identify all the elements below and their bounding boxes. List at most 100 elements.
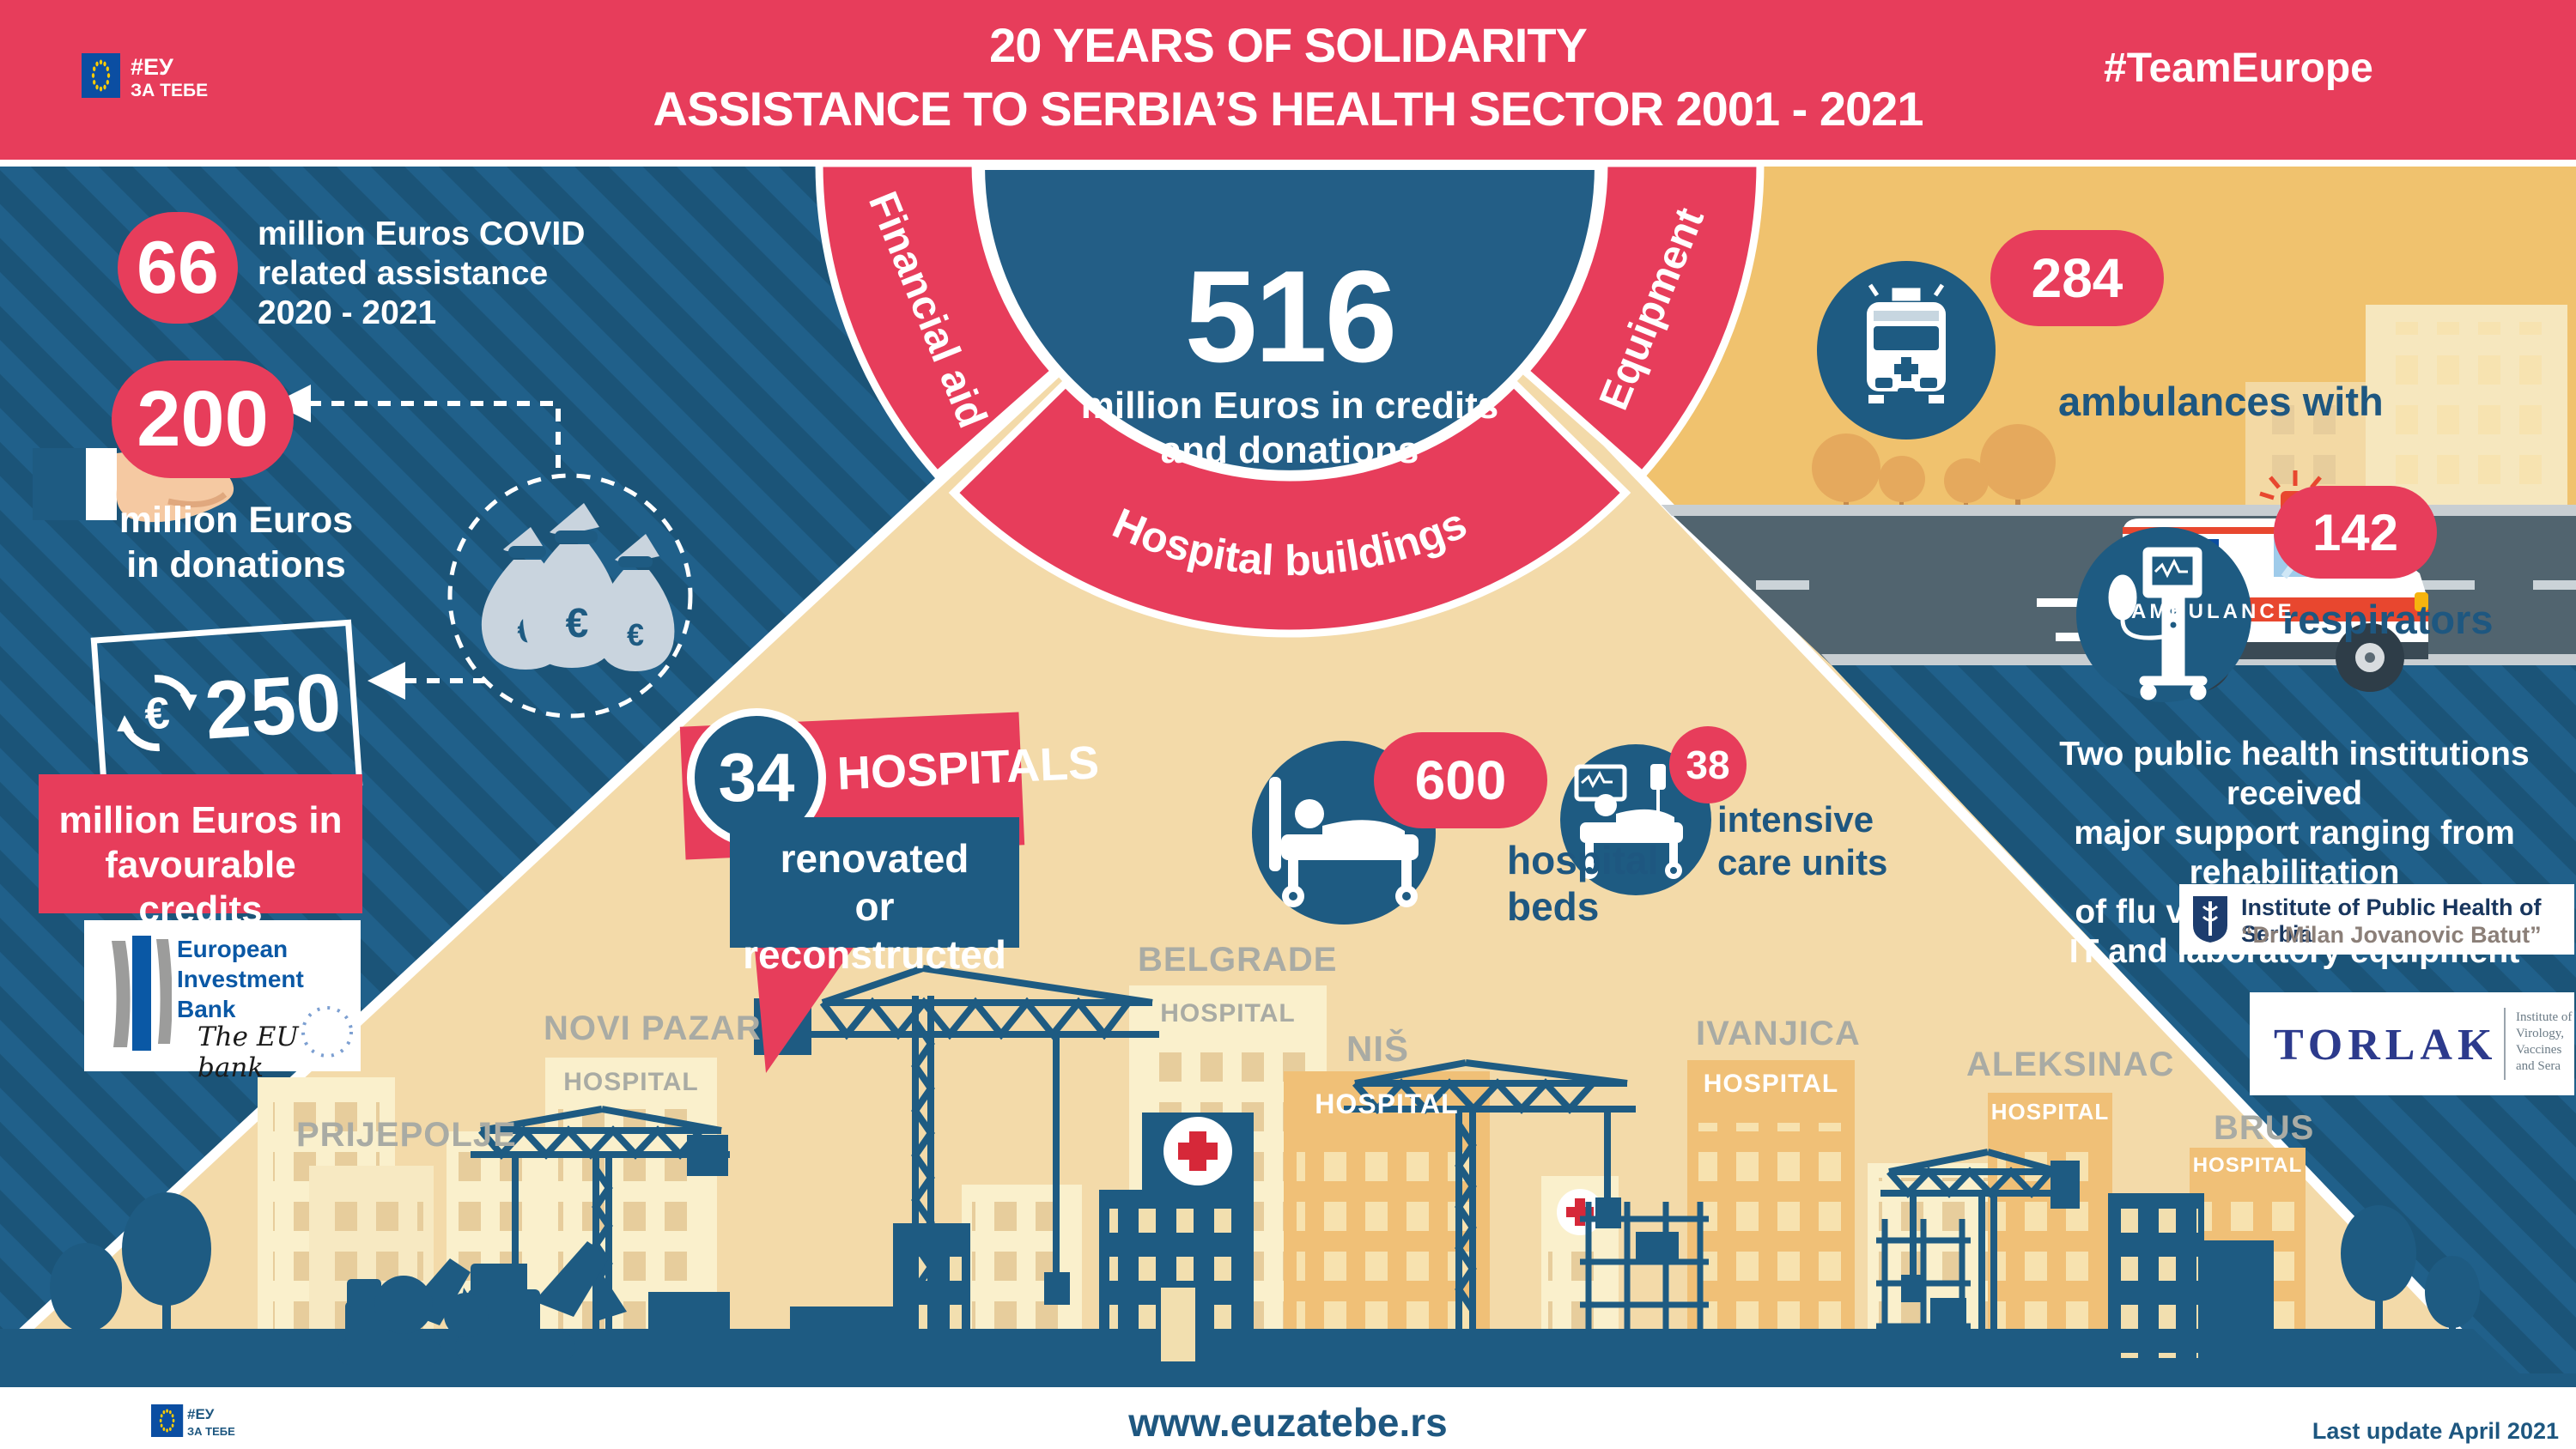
city-label-belgrade: BELGRADE	[1138, 941, 1338, 979]
building-label-brus: HOSPITAL	[2192, 1154, 2303, 1177]
beds-label-line1: hospital	[1507, 838, 1659, 882]
ring-center-dome	[975, 161, 1604, 479]
icu-label: intensive care units	[1717, 798, 1887, 884]
yellow-trees	[1812, 424, 2056, 515]
total-caption-line2: and donations	[1160, 429, 1419, 471]
banner-title-line1: 20 YEARS OF SOLIDARITY	[989, 18, 1588, 72]
credits-band: million Euros in favourable credits	[39, 774, 362, 931]
eib-logo-box: European Investment Bank The EU bank	[84, 920, 361, 1083]
city-label-aleksinac: ALEKSINAC	[1966, 1046, 2175, 1083]
scaffold-block	[1636, 1232, 1679, 1264]
scaffold-block2	[1930, 1298, 1966, 1327]
donations-label: million Euros in donations	[94, 498, 378, 587]
hospitals-label: HOSPITALS	[835, 737, 1101, 800]
team-europe-hashtag: #TeamEurope	[2104, 45, 2373, 91]
credits-box: € 250	[90, 619, 363, 804]
total-caption-line1: million Euros in credits	[1080, 385, 1499, 427]
donations-value-pill: 200	[112, 361, 294, 478]
eu-logo-tagline: ЗА ТЕБЕ	[131, 81, 209, 100]
covid-label: million Euros COVID related assistance 2…	[258, 215, 585, 333]
banner-title-line2: ASSISTANCE TO SERBIA’S HEALTH SECTOR 200…	[653, 82, 1924, 136]
red-cross-icon	[1178, 1131, 1218, 1171]
dark-trees	[50, 1192, 2480, 1367]
icu-label-line2: care units	[1717, 842, 1888, 882]
arrow-head-credits	[368, 662, 405, 700]
svg-text:€: €	[627, 617, 644, 652]
torlak-desc-line3: Vaccines	[2516, 1043, 2562, 1057]
torlak-desc-line4: and Sera	[2516, 1059, 2561, 1073]
ambulances-icon-group	[1817, 261, 1996, 440]
building-label-nis: HOSPITAL	[1315, 1088, 1459, 1119]
building-label-aleksinac: HOSPITAL	[1990, 1099, 2110, 1125]
torlak-desc-line1: Institute of	[2516, 1010, 2573, 1024]
euro-cycle-icon: €	[117, 675, 197, 752]
footer-eu-tagline: ЗА ТЕБЕ	[187, 1425, 235, 1438]
total-value: 516	[1184, 244, 1398, 390]
batut-shield-icon	[2193, 896, 2227, 943]
svg-text:€: €	[143, 688, 172, 740]
credits-band-line2: favourable credits	[105, 844, 296, 931]
covid-value-pill: 66	[118, 212, 238, 324]
torlak-desc: Institute of Virology, Vaccines and Sera	[2516, 1009, 2572, 1075]
eib-name-line1: European	[177, 936, 289, 962]
money-bags-dashed-circle	[447, 473, 693, 718]
footer-bar	[0, 1387, 2576, 1449]
donations-label-line1: million Euros	[118, 500, 354, 541]
credits-band-line1: million Euros in	[58, 799, 343, 841]
city-label-brus: BRUS	[2214, 1109, 2315, 1147]
eib-stars-icon	[301, 1006, 353, 1058]
beds-label: hospital beds	[1507, 837, 1658, 930]
credits-value: 250	[202, 656, 344, 757]
money-bags-icon: € € €	[481, 503, 675, 671]
respirators-label: respirators	[2282, 597, 2494, 642]
covid-label-line3: 2020 - 2021	[258, 294, 437, 331]
ambulances-value-pill: 284	[1990, 230, 2164, 326]
eu-flag-banner	[82, 53, 120, 98]
ambulances-label: ambulances with	[2058, 379, 2384, 424]
beds-value-pill: 600	[1374, 732, 1547, 828]
respirator-icon	[2108, 547, 2208, 700]
institutions-line2: major support ranging from rehabilitatio…	[2074, 815, 2515, 891]
covid-label-line2: related assistance	[258, 255, 549, 292]
respirators-icon-group	[2076, 527, 2251, 702]
batut-name: Institute of Public Health of Serbia	[2241, 894, 2542, 947]
torlak-desc-line2: Virology,	[2516, 1027, 2565, 1040]
ambulance-front-icon	[1867, 283, 1946, 403]
respirators-value-pill: 142	[2274, 486, 2437, 579]
ring-chart: Hospital buildings	[815, 159, 1765, 638]
left-blue-region	[0, 163, 1282, 1386]
donations-label-line2: in donations	[126, 544, 346, 585]
batut-subtitle: “Dr Milan Jovanovic Batut”	[2241, 922, 2542, 948]
city-label-nis: NIŠ	[1346, 1028, 1410, 1069]
icu-value-circle: 38	[1669, 726, 1747, 803]
ambulance-side-text: AMBULANCE	[2131, 600, 2295, 623]
donations-flow: € € €	[273, 385, 693, 718]
icu-bed-icon	[1574, 764, 1683, 879]
footer-eu-tag: #ЕУ	[187, 1406, 215, 1422]
eu-flag-footer	[151, 1404, 184, 1437]
eib-name-line2: Investment	[177, 966, 304, 992]
torlak-divider	[2504, 1008, 2506, 1080]
arrow-head-donations	[273, 385, 311, 422]
ring-segment-financial-aid	[815, 159, 1060, 481]
ground-strip-base	[0, 1373, 2576, 1387]
eib-name: European Investment Bank	[177, 934, 304, 1024]
eu-logo-tag: #ЕУ	[131, 54, 173, 80]
building-label-ivanjica: HOSPITAL	[1703, 1070, 1839, 1098]
eib-tagline: The EU bank	[197, 1022, 299, 1083]
building-label-belgrade: HOSPITAL	[1160, 999, 1296, 1028]
eib-name-line3: Bank	[177, 996, 236, 1022]
city-label-novi-pazar: NOVI PAZAR	[544, 1009, 762, 1047]
svg-text:€: €	[566, 601, 589, 646]
footer-updated: Last update April 2021	[2312, 1418, 2559, 1444]
beds-label-line2: beds	[1507, 884, 1600, 929]
hospitals-sub-box: renovated or reconstructed	[730, 817, 1019, 977]
hospitals-sub-line1: renovated	[780, 836, 969, 881]
footer-url: www.euzatebe.rs	[1128, 1400, 1448, 1445]
hospital-bed-icon	[1269, 777, 1419, 907]
ground-strip	[0, 1329, 2533, 1386]
city-label-ivanjica: IVANJICA	[1696, 1015, 1861, 1052]
hospitals-value-circle: 34	[687, 708, 826, 847]
building-label-novi-pazar: HOSPITAL	[563, 1068, 699, 1096]
